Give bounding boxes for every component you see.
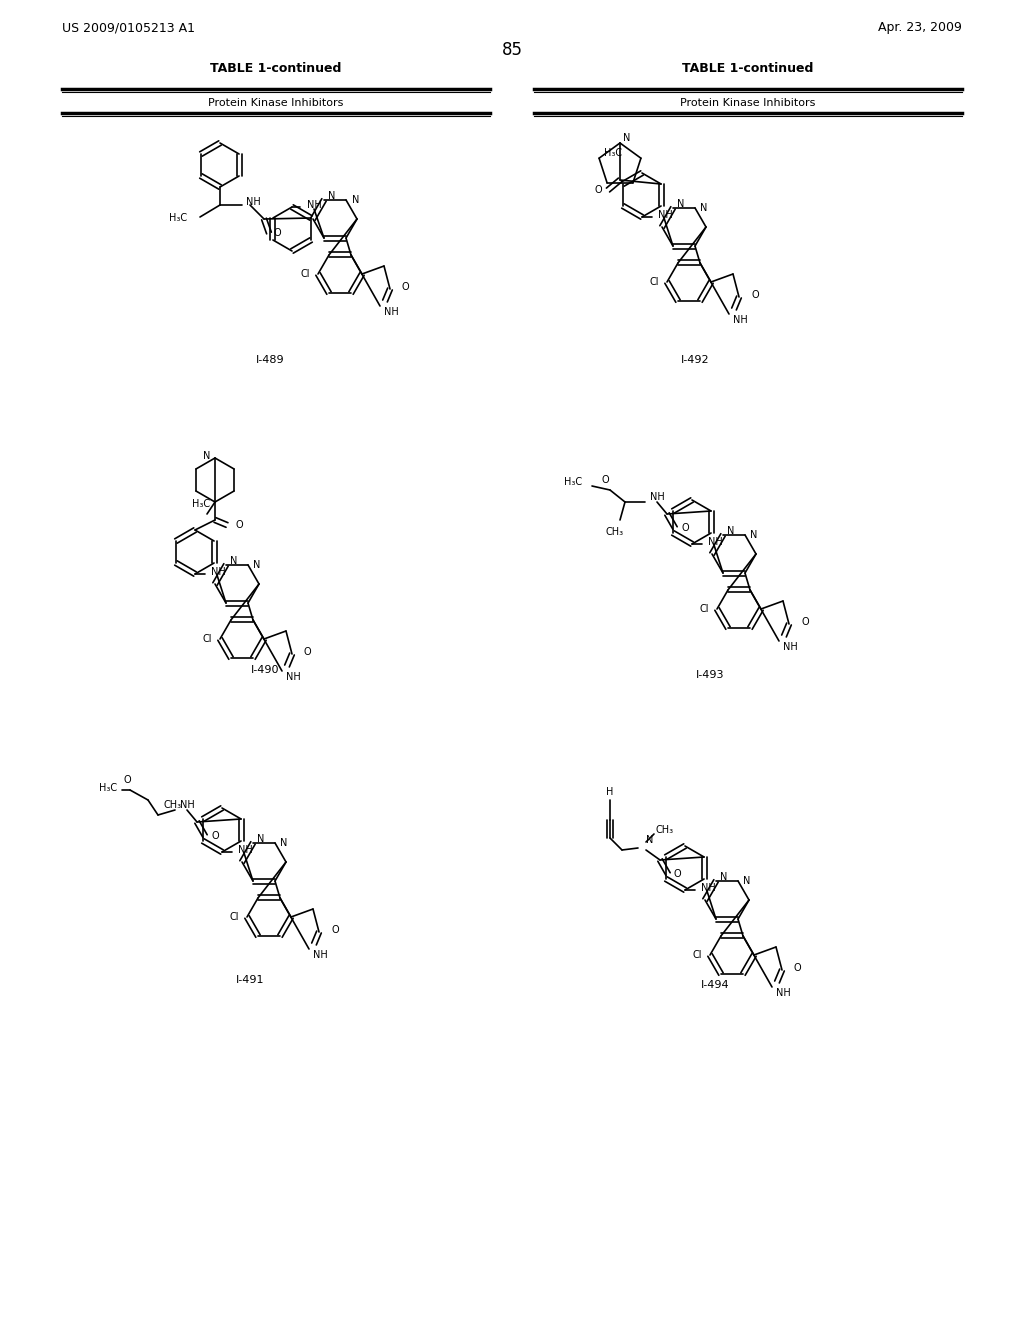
Text: N: N [280,838,288,847]
Text: NH: NH [246,197,261,207]
Text: CH₃: CH₃ [163,800,181,810]
Text: I-491: I-491 [236,975,264,985]
Text: US 2009/0105213 A1: US 2009/0105213 A1 [62,21,195,34]
Text: NH: NH [313,950,328,960]
Text: H₃C: H₃C [604,148,623,158]
Text: O: O [681,523,688,533]
Text: Apr. 23, 2009: Apr. 23, 2009 [879,21,962,34]
Text: NH: NH [211,568,225,577]
Text: NH: NH [286,672,301,682]
Text: H₃C: H₃C [191,499,210,510]
Text: Cl: Cl [699,605,709,614]
Text: CH₃: CH₃ [606,527,624,537]
Text: O: O [211,832,219,841]
Text: 85: 85 [502,41,522,59]
Text: N: N [352,195,359,205]
Text: NH: NH [180,800,195,810]
Text: I-489: I-489 [256,355,285,366]
Text: N: N [257,834,264,843]
Text: O: O [601,475,609,484]
Text: O: O [304,647,311,657]
Text: N: N [700,203,708,213]
Text: O: O [274,228,282,238]
Text: N: N [328,191,336,201]
Text: N: N [230,556,238,566]
Text: CH₃: CH₃ [656,825,674,836]
Text: H₃C: H₃C [99,783,117,793]
Text: Cl: Cl [692,950,702,960]
Text: N: N [743,876,751,886]
Text: O: O [594,185,602,195]
Text: O: O [674,869,682,879]
Text: NH: NH [701,883,716,894]
Text: I-493: I-493 [695,671,724,680]
Text: Protein Kinase Inhibitors: Protein Kinase Inhibitors [208,98,344,108]
Text: O: O [751,290,759,300]
Text: H: H [606,787,613,797]
Text: Cl: Cl [203,634,212,644]
Text: NH: NH [658,210,673,220]
Text: TABLE 1-continued: TABLE 1-continued [682,62,814,75]
Text: NH: NH [776,987,791,998]
Text: NH: NH [708,537,723,546]
Text: Cl: Cl [300,269,310,279]
Text: H₃C: H₃C [564,477,582,487]
Text: O: O [331,925,339,935]
Text: NH: NH [783,642,798,652]
Text: N: N [750,529,758,540]
Text: I-494: I-494 [700,979,729,990]
Text: N: N [677,199,684,209]
Text: Cl: Cl [229,912,239,921]
Text: Cl: Cl [649,277,659,286]
Text: NH: NH [650,492,665,502]
Text: O: O [801,616,809,627]
Text: NH: NH [384,308,398,317]
Text: O: O [234,520,243,531]
Text: I-490: I-490 [251,665,280,675]
Text: Protein Kinase Inhibitors: Protein Kinase Inhibitors [680,98,816,108]
Text: O: O [402,282,410,292]
Text: N: N [720,873,727,882]
Text: NH: NH [238,845,253,855]
Text: NH: NH [307,201,322,210]
Text: N: N [727,525,734,536]
Text: N: N [203,451,210,461]
Text: O: O [123,775,131,785]
Text: TABLE 1-continued: TABLE 1-continued [210,62,342,75]
Text: O: O [794,964,802,973]
Text: NH: NH [733,315,748,325]
Text: N: N [646,836,653,845]
Text: I-492: I-492 [681,355,710,366]
Text: H₃C: H₃C [169,213,187,223]
Text: N: N [623,133,631,143]
Text: N: N [253,560,260,570]
